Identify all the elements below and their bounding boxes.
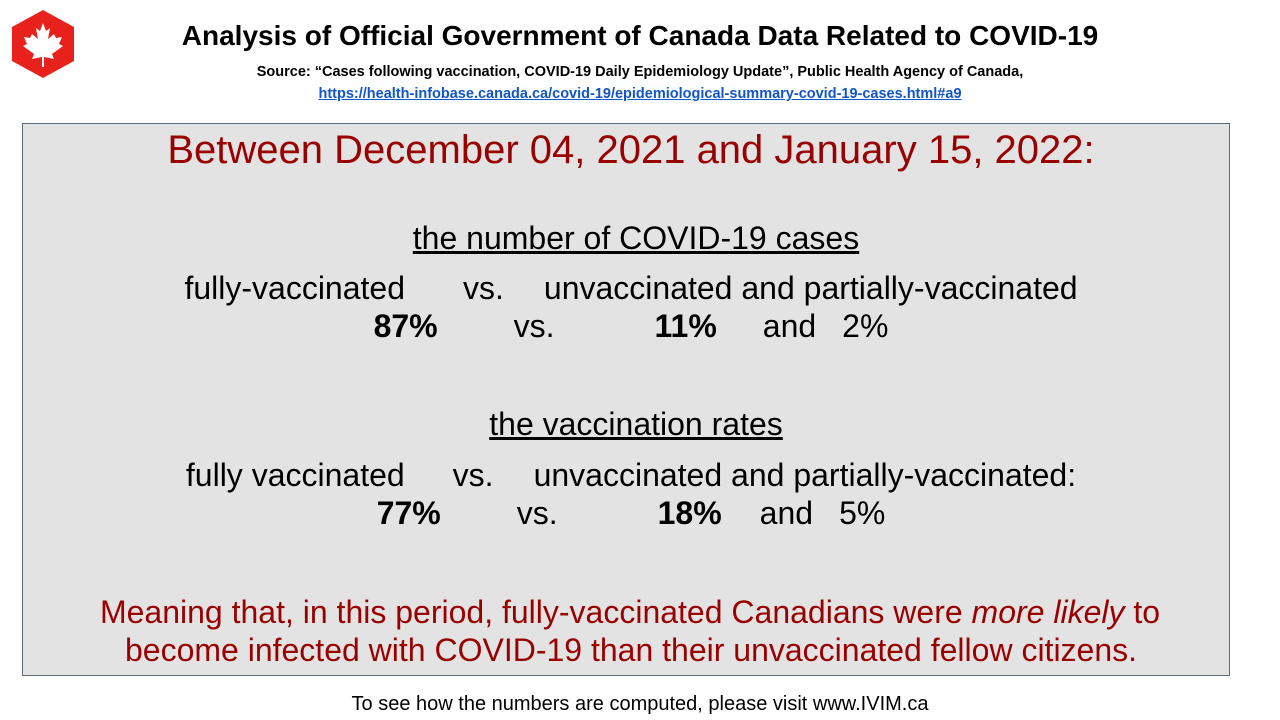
footer-note: To see how the numbers are computed, ple…: [351, 693, 929, 715]
conclusion-line-1: Meaning that, in this period, fully-vacc…: [31, 594, 1229, 631]
conclusion-emphasis: more likely: [971, 594, 1125, 630]
rates-value-partial: 5%: [839, 495, 886, 531]
cases-section-title: the number of COVID-19 cases: [412, 220, 860, 256]
cases-label-full: fully-vaccinated: [184, 270, 405, 306]
page-title: Analysis of Official Government of Canad…: [181, 20, 1099, 51]
rates-vs: vs.: [452, 457, 494, 493]
conclusion-line-2: become infected with COVID-19 than their…: [124, 632, 1138, 668]
rates-section-title: the vaccination rates: [489, 406, 783, 442]
cases-value-partial: 2%: [842, 308, 889, 344]
rates-label-other: unvaccinated and partially-vaccinated:: [533, 457, 1077, 493]
cases-values-vs: vs.: [513, 308, 555, 344]
source-link[interactable]: https://health-infobase.canada.ca/covid-…: [318, 86, 962, 102]
cases-label-other: unvaccinated and partially-vaccinated: [543, 270, 1078, 306]
cases-vs: vs.: [463, 270, 504, 306]
rates-and: and: [759, 495, 814, 531]
cases-value-full: 87%: [373, 308, 438, 344]
maple-leaf-icon: [23, 23, 63, 67]
rates-values-row: 77% vs. 18% and 5%: [33, 495, 1229, 532]
canada-maple-leaf-logo: [12, 10, 74, 78]
conclusion-text-after: to: [1124, 594, 1161, 630]
cases-value-unvax: 11%: [654, 308, 717, 344]
cases-labels-row: fully-vaccinated vs. unvaccinated and part…: [33, 270, 1229, 307]
period-heading: Between December 04, 2021 and January 15…: [167, 128, 1095, 172]
rates-label-full: fully vaccinated: [185, 457, 405, 493]
conclusion-text-before: Meaning that, in this period, fully-vacc…: [99, 594, 972, 630]
rates-labels-row: fully vaccinated vs. unvaccinated and part…: [33, 457, 1229, 494]
cases-and: and: [762, 308, 817, 344]
rates-value-full: 77%: [376, 495, 441, 531]
rates-value-unvax: 18%: [657, 495, 722, 531]
source-citation: Source: “Cases following vaccination, CO…: [256, 64, 1024, 80]
rates-values-vs: vs.: [516, 495, 558, 531]
summary-panel: Between December 04, 2021 and January 15…: [22, 123, 1230, 676]
cases-values-row: 87% vs. 11% and 2%: [33, 308, 1229, 345]
